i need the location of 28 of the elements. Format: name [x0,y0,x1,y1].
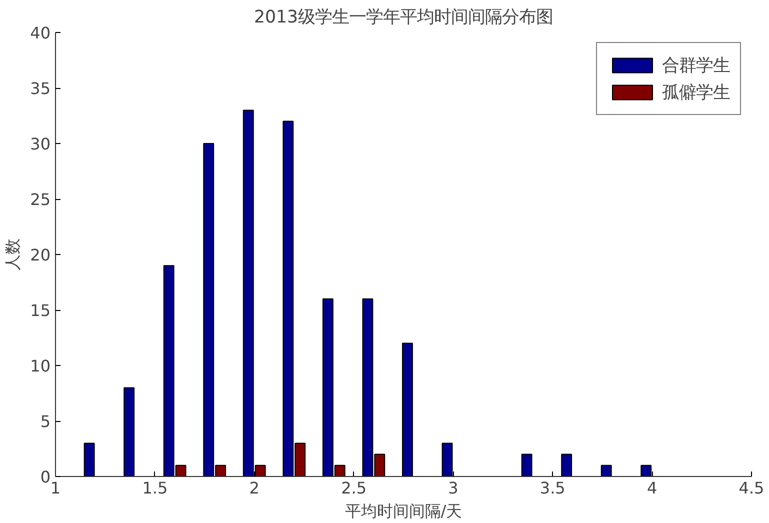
y-tick-label: 35 [30,79,50,98]
x-tick-label: 1.5 [142,478,168,498]
y-tick-label: 5 [40,412,51,431]
x-tick-label: 2 [249,478,260,498]
y-axis-title: 人数 [3,238,22,270]
x-tick-label: 4.5 [738,478,764,498]
y-tick-label: 15 [30,301,50,320]
x-tick-label: 4 [646,478,658,498]
chart-title: 2013级学生一学年平均时间间隔分布图 [254,8,554,28]
y-tick-label: 30 [30,134,50,154]
bar [561,454,572,476]
x-tick-label: 3 [448,478,458,498]
y-tick-label: 10 [30,356,50,376]
x-tick-label: 2.5 [341,478,367,498]
bar [124,387,135,476]
y-tick-label: 20 [30,246,50,264]
legend-label: 合群学生 [662,55,730,77]
y-tick-label: 25 [30,190,50,209]
x-tick-label: 3.5 [540,478,566,498]
bar [402,342,413,476]
y-tick-label: 0 [40,468,51,486]
bar [521,454,532,476]
bar [600,464,612,476]
bar [84,442,95,476]
y-tick-label: 40 [30,24,50,42]
x-axis-title: 平均时间间隔/天 [344,502,462,520]
x-tick-label: 1 [50,478,61,498]
legend-label: 孤僻学生 [662,82,730,104]
